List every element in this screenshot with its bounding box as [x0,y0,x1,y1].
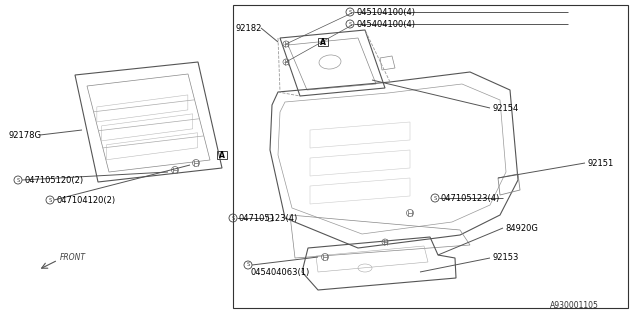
Text: S: S [348,10,352,14]
Bar [233,5,628,308]
Text: 92154: 92154 [492,103,518,113]
Bar [318,38,328,46]
Text: 045104100(4): 045104100(4) [356,7,415,17]
Text: S: S [231,215,235,220]
Text: FRONT: FRONT [60,253,86,262]
Text: A: A [320,37,326,46]
Text: S: S [348,21,352,27]
Text: 92182: 92182 [235,23,261,33]
Text: 047105123(4): 047105123(4) [238,213,297,222]
Text: 92178G: 92178G [8,131,41,140]
Text: 92151: 92151 [587,158,613,167]
Text: S: S [16,178,20,182]
Text: S: S [246,262,250,268]
Text: 92153: 92153 [492,253,518,262]
Text: 047105120(2): 047105120(2) [24,175,83,185]
Text: 047104120(2): 047104120(2) [56,196,115,204]
Text: 045404100(4): 045404100(4) [356,20,415,28]
Text: A930001105: A930001105 [550,300,599,309]
Text: 84920G: 84920G [505,223,538,233]
Bar [217,151,227,159]
Text: 047105123(4): 047105123(4) [440,194,499,203]
Text: A: A [219,150,225,159]
Text: 045404063(1): 045404063(1) [250,268,309,276]
Text: S: S [48,197,52,203]
Text: S: S [433,196,436,201]
